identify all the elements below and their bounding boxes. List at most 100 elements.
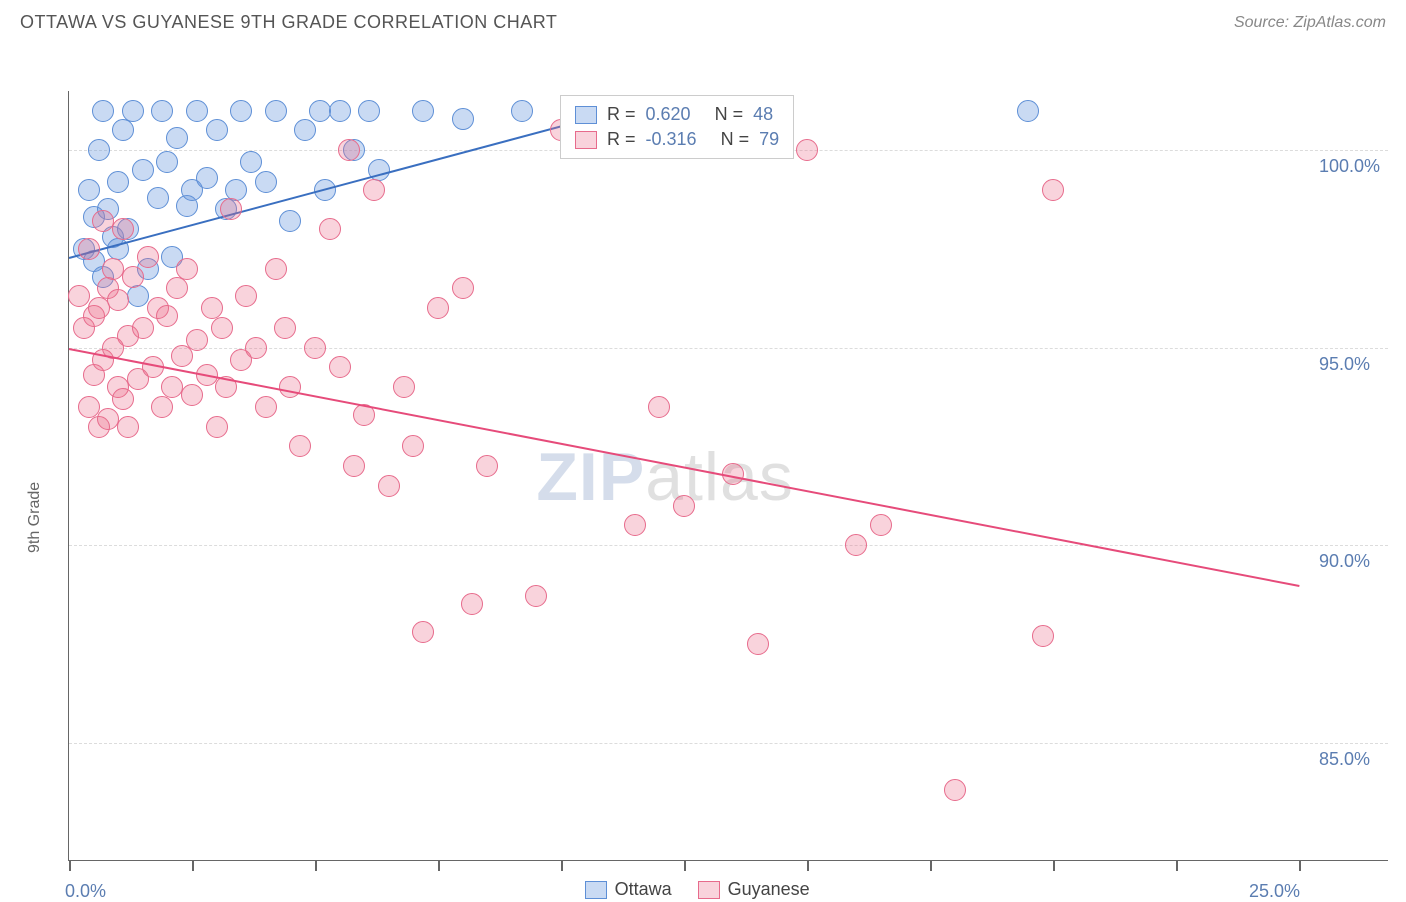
y-tick-label: 90.0% (1319, 551, 1370, 572)
legend-n-value: 79 (759, 129, 779, 150)
data-point (452, 108, 474, 130)
data-point (211, 317, 233, 339)
data-point (78, 179, 100, 201)
data-point (122, 100, 144, 122)
y-axis-label: 9th Grade (26, 482, 44, 553)
data-point (151, 396, 173, 418)
x-tick (561, 861, 563, 871)
y-tick-label: 95.0% (1319, 354, 1370, 375)
data-point (235, 285, 257, 307)
x-tick (69, 861, 71, 871)
legend-n-value: 48 (753, 104, 773, 125)
data-point (161, 376, 183, 398)
gridline (69, 743, 1388, 744)
x-tick (1176, 861, 1178, 871)
x-tick (192, 861, 194, 871)
data-point (343, 455, 365, 477)
data-point (196, 167, 218, 189)
data-point (220, 198, 242, 220)
data-point (452, 277, 474, 299)
data-point (112, 388, 134, 410)
data-point (525, 585, 547, 607)
data-point (78, 238, 100, 260)
data-point (68, 285, 90, 307)
data-point (796, 139, 818, 161)
data-point (92, 100, 114, 122)
x-tick (315, 861, 317, 871)
data-point (402, 435, 424, 457)
data-point (338, 139, 360, 161)
data-point (127, 285, 149, 307)
gridline (69, 545, 1388, 546)
data-point (107, 171, 129, 193)
data-point (289, 435, 311, 457)
data-point (747, 633, 769, 655)
data-point (1017, 100, 1039, 122)
data-point (112, 218, 134, 240)
data-point (279, 210, 301, 232)
data-point (132, 159, 154, 181)
data-point (358, 100, 380, 122)
data-point (181, 384, 203, 406)
data-point (329, 100, 351, 122)
data-point (255, 171, 277, 193)
data-point (319, 218, 341, 240)
data-point (107, 289, 129, 311)
x-tick (930, 861, 932, 871)
legend-swatch (575, 106, 597, 124)
stats-legend: R = 0.620 N = 48R =-0.316N =79 (560, 95, 794, 159)
data-point (845, 534, 867, 556)
data-point (363, 179, 385, 201)
data-point (1032, 625, 1054, 647)
legend-label: Guyanese (728, 879, 810, 899)
data-point (122, 266, 144, 288)
chart-source: Source: ZipAtlas.com (1234, 14, 1386, 32)
data-point (206, 416, 228, 438)
legend-r-value: 0.620 (646, 104, 691, 125)
data-point (265, 258, 287, 280)
legend-swatch (575, 131, 597, 149)
legend-swatch (698, 881, 720, 899)
data-point (944, 779, 966, 801)
data-point (156, 151, 178, 173)
data-point (255, 396, 277, 418)
legend-item: Guyanese (698, 879, 810, 900)
data-point (511, 100, 533, 122)
legend-r-label: R = (607, 129, 636, 150)
data-point (78, 396, 100, 418)
data-point (309, 100, 331, 122)
legend-stats-row: R =0.620N =48 (575, 102, 779, 127)
legend-label: Ottawa (615, 879, 672, 899)
data-point (147, 187, 169, 209)
data-point (1042, 179, 1064, 201)
data-point (673, 495, 695, 517)
data-point (88, 139, 110, 161)
data-point (112, 119, 134, 141)
data-point (461, 593, 483, 615)
data-point (412, 621, 434, 643)
data-point (274, 317, 296, 339)
trend-line (69, 348, 1299, 587)
data-point (427, 297, 449, 319)
data-point (294, 119, 316, 141)
data-point (393, 376, 415, 398)
data-point (137, 246, 159, 268)
y-tick-label: 100.0% (1319, 156, 1380, 177)
data-point (265, 100, 287, 122)
data-point (117, 416, 139, 438)
data-point (648, 396, 670, 418)
chart-header: OTTAWA VS GUYANESE 9TH GRADE CORRELATION… (0, 0, 1406, 41)
data-point (206, 119, 228, 141)
data-point (870, 514, 892, 536)
legend-stats-row: R =-0.316N =79 (575, 127, 779, 152)
data-point (412, 100, 434, 122)
data-point (156, 305, 178, 327)
chart-title: OTTAWA VS GUYANESE 9TH GRADE CORRELATION… (20, 12, 557, 33)
data-point (186, 100, 208, 122)
data-point (166, 127, 188, 149)
x-tick (807, 861, 809, 871)
x-tick (438, 861, 440, 871)
legend-n-label: N = (715, 104, 744, 125)
legend-item: Ottawa (585, 879, 672, 900)
data-point (279, 376, 301, 398)
